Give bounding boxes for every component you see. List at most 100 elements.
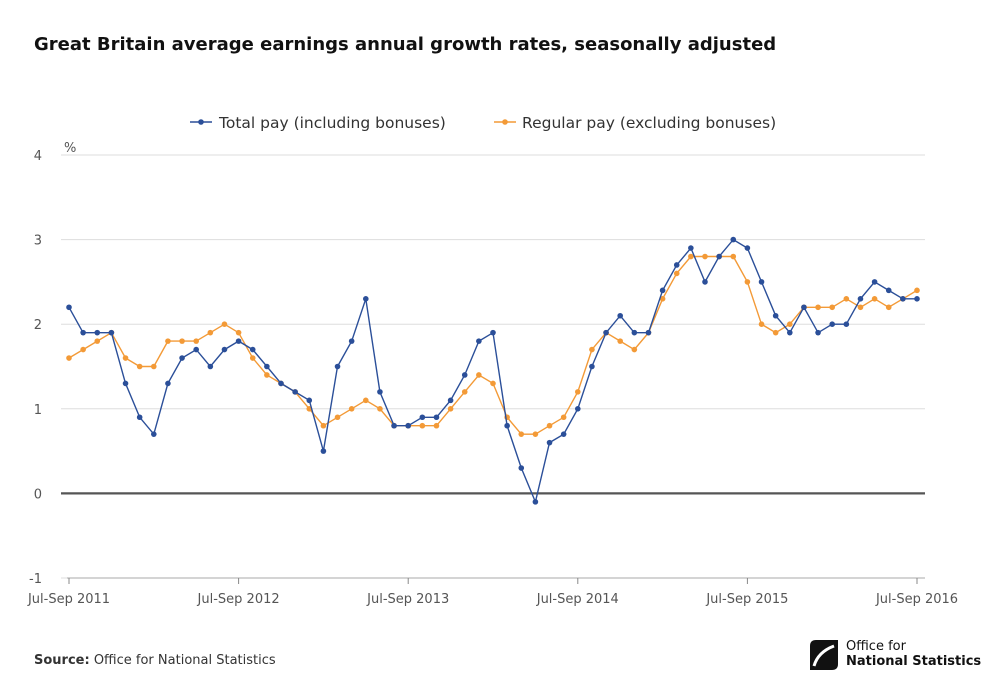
data-point[interactable] [829,304,835,311]
data-point[interactable] [815,304,821,311]
data-point[interactable] [405,422,412,429]
data-point[interactable] [546,422,553,429]
data-point[interactable] [702,253,708,260]
data-point[interactable] [433,414,440,421]
data-point[interactable] [94,338,101,344]
data-point[interactable] [292,389,298,395]
data-point[interactable] [447,406,454,412]
data-point[interactable] [532,499,539,505]
data-point[interactable] [80,329,86,336]
data-point[interactable] [391,422,397,429]
data-point[interactable] [532,431,539,437]
data-point[interactable] [617,312,623,319]
data-point[interactable] [476,372,482,378]
data-point[interactable] [617,338,623,344]
data-point[interactable] [787,321,793,328]
data-point[interactable] [575,389,581,395]
data-point[interactable] [631,346,638,353]
data-point[interactable] [673,270,680,277]
data-point[interactable] [433,422,440,429]
data-point[interactable] [857,304,864,311]
data-point[interactable] [249,355,256,361]
data-point[interactable] [758,279,765,285]
legend[interactable]: Total pay (including bonuses) Regular pay… [190,114,776,132]
data-point[interactable] [320,448,327,454]
data-point[interactable] [320,422,327,429]
data-point[interactable] [249,346,256,353]
data-point[interactable] [193,338,199,344]
data-point[interactable] [151,363,157,370]
data-point[interactable] [673,262,680,268]
data-point[interactable] [334,414,341,421]
data-point[interactable] [843,296,850,302]
ons-logo[interactable]: Office for National Statistics [808,638,981,678]
data-point[interactable] [94,329,101,336]
data-point[interactable] [589,346,595,353]
data-point[interactable] [66,304,72,311]
data-point[interactable] [419,414,426,421]
data-point[interactable] [871,279,878,285]
data-point[interactable] [603,329,609,336]
data-point[interactable] [108,329,115,336]
data-point[interactable] [518,431,525,437]
data-point[interactable] [589,363,595,370]
data-point[interactable] [207,363,214,370]
data-point[interactable] [829,321,835,328]
data-point[interactable] [136,414,143,421]
data-point[interactable] [744,245,751,251]
data-point[interactable] [490,380,496,387]
data-point[interactable] [179,355,185,361]
data-point[interactable] [914,296,920,302]
data-point[interactable] [857,296,864,302]
data-point[interactable] [165,338,171,344]
data-point[interactable] [885,304,892,311]
data-point[interactable] [221,346,228,353]
data-point[interactable] [363,296,369,302]
data-point[interactable] [151,431,157,437]
data-point[interactable] [461,372,468,378]
data-point[interactable] [900,296,906,302]
data-point[interactable] [659,296,666,302]
data-point[interactable] [772,329,779,336]
data-point[interactable] [702,279,708,285]
data-point[interactable] [122,380,129,387]
data-point[interactable] [504,422,510,429]
legend-item[interactable]: Total pay (including bonuses) [190,114,446,132]
data-point[interactable] [221,321,228,328]
data-point[interactable] [659,287,666,294]
data-point[interactable] [631,329,638,336]
data-point[interactable] [787,329,793,336]
data-point[interactable] [377,406,383,412]
data-point[interactable] [334,363,341,370]
data-point[interactable] [546,439,553,446]
data-point[interactable] [122,355,129,361]
data-point[interactable] [264,372,270,378]
data-point[interactable] [461,389,468,395]
data-point[interactable] [419,422,426,429]
data-point[interactable] [377,389,383,395]
data-point[interactable] [490,329,496,336]
data-point[interactable] [772,312,779,319]
data-point[interactable] [66,355,72,361]
data-point[interactable] [165,380,171,387]
data-point[interactable] [801,304,807,311]
data-point[interactable] [193,346,199,353]
data-point[interactable] [885,287,892,294]
data-point[interactable] [843,321,850,328]
data-point[interactable] [688,253,694,260]
data-point[interactable] [758,321,765,328]
data-point[interactable] [645,329,652,336]
data-point[interactable] [575,406,581,412]
data-point[interactable] [560,431,567,437]
data-point[interactable] [871,296,878,302]
data-point[interactable] [363,397,369,404]
data-point[interactable] [136,363,143,370]
data-point[interactable] [235,329,242,336]
data-point[interactable] [560,414,567,421]
data-point[interactable] [179,338,185,344]
data-point[interactable] [306,397,313,404]
data-point[interactable] [716,253,722,260]
data-point[interactable] [235,338,242,344]
data-point[interactable] [264,363,270,370]
legend-item[interactable]: Regular pay (excluding bonuses) [494,114,776,132]
